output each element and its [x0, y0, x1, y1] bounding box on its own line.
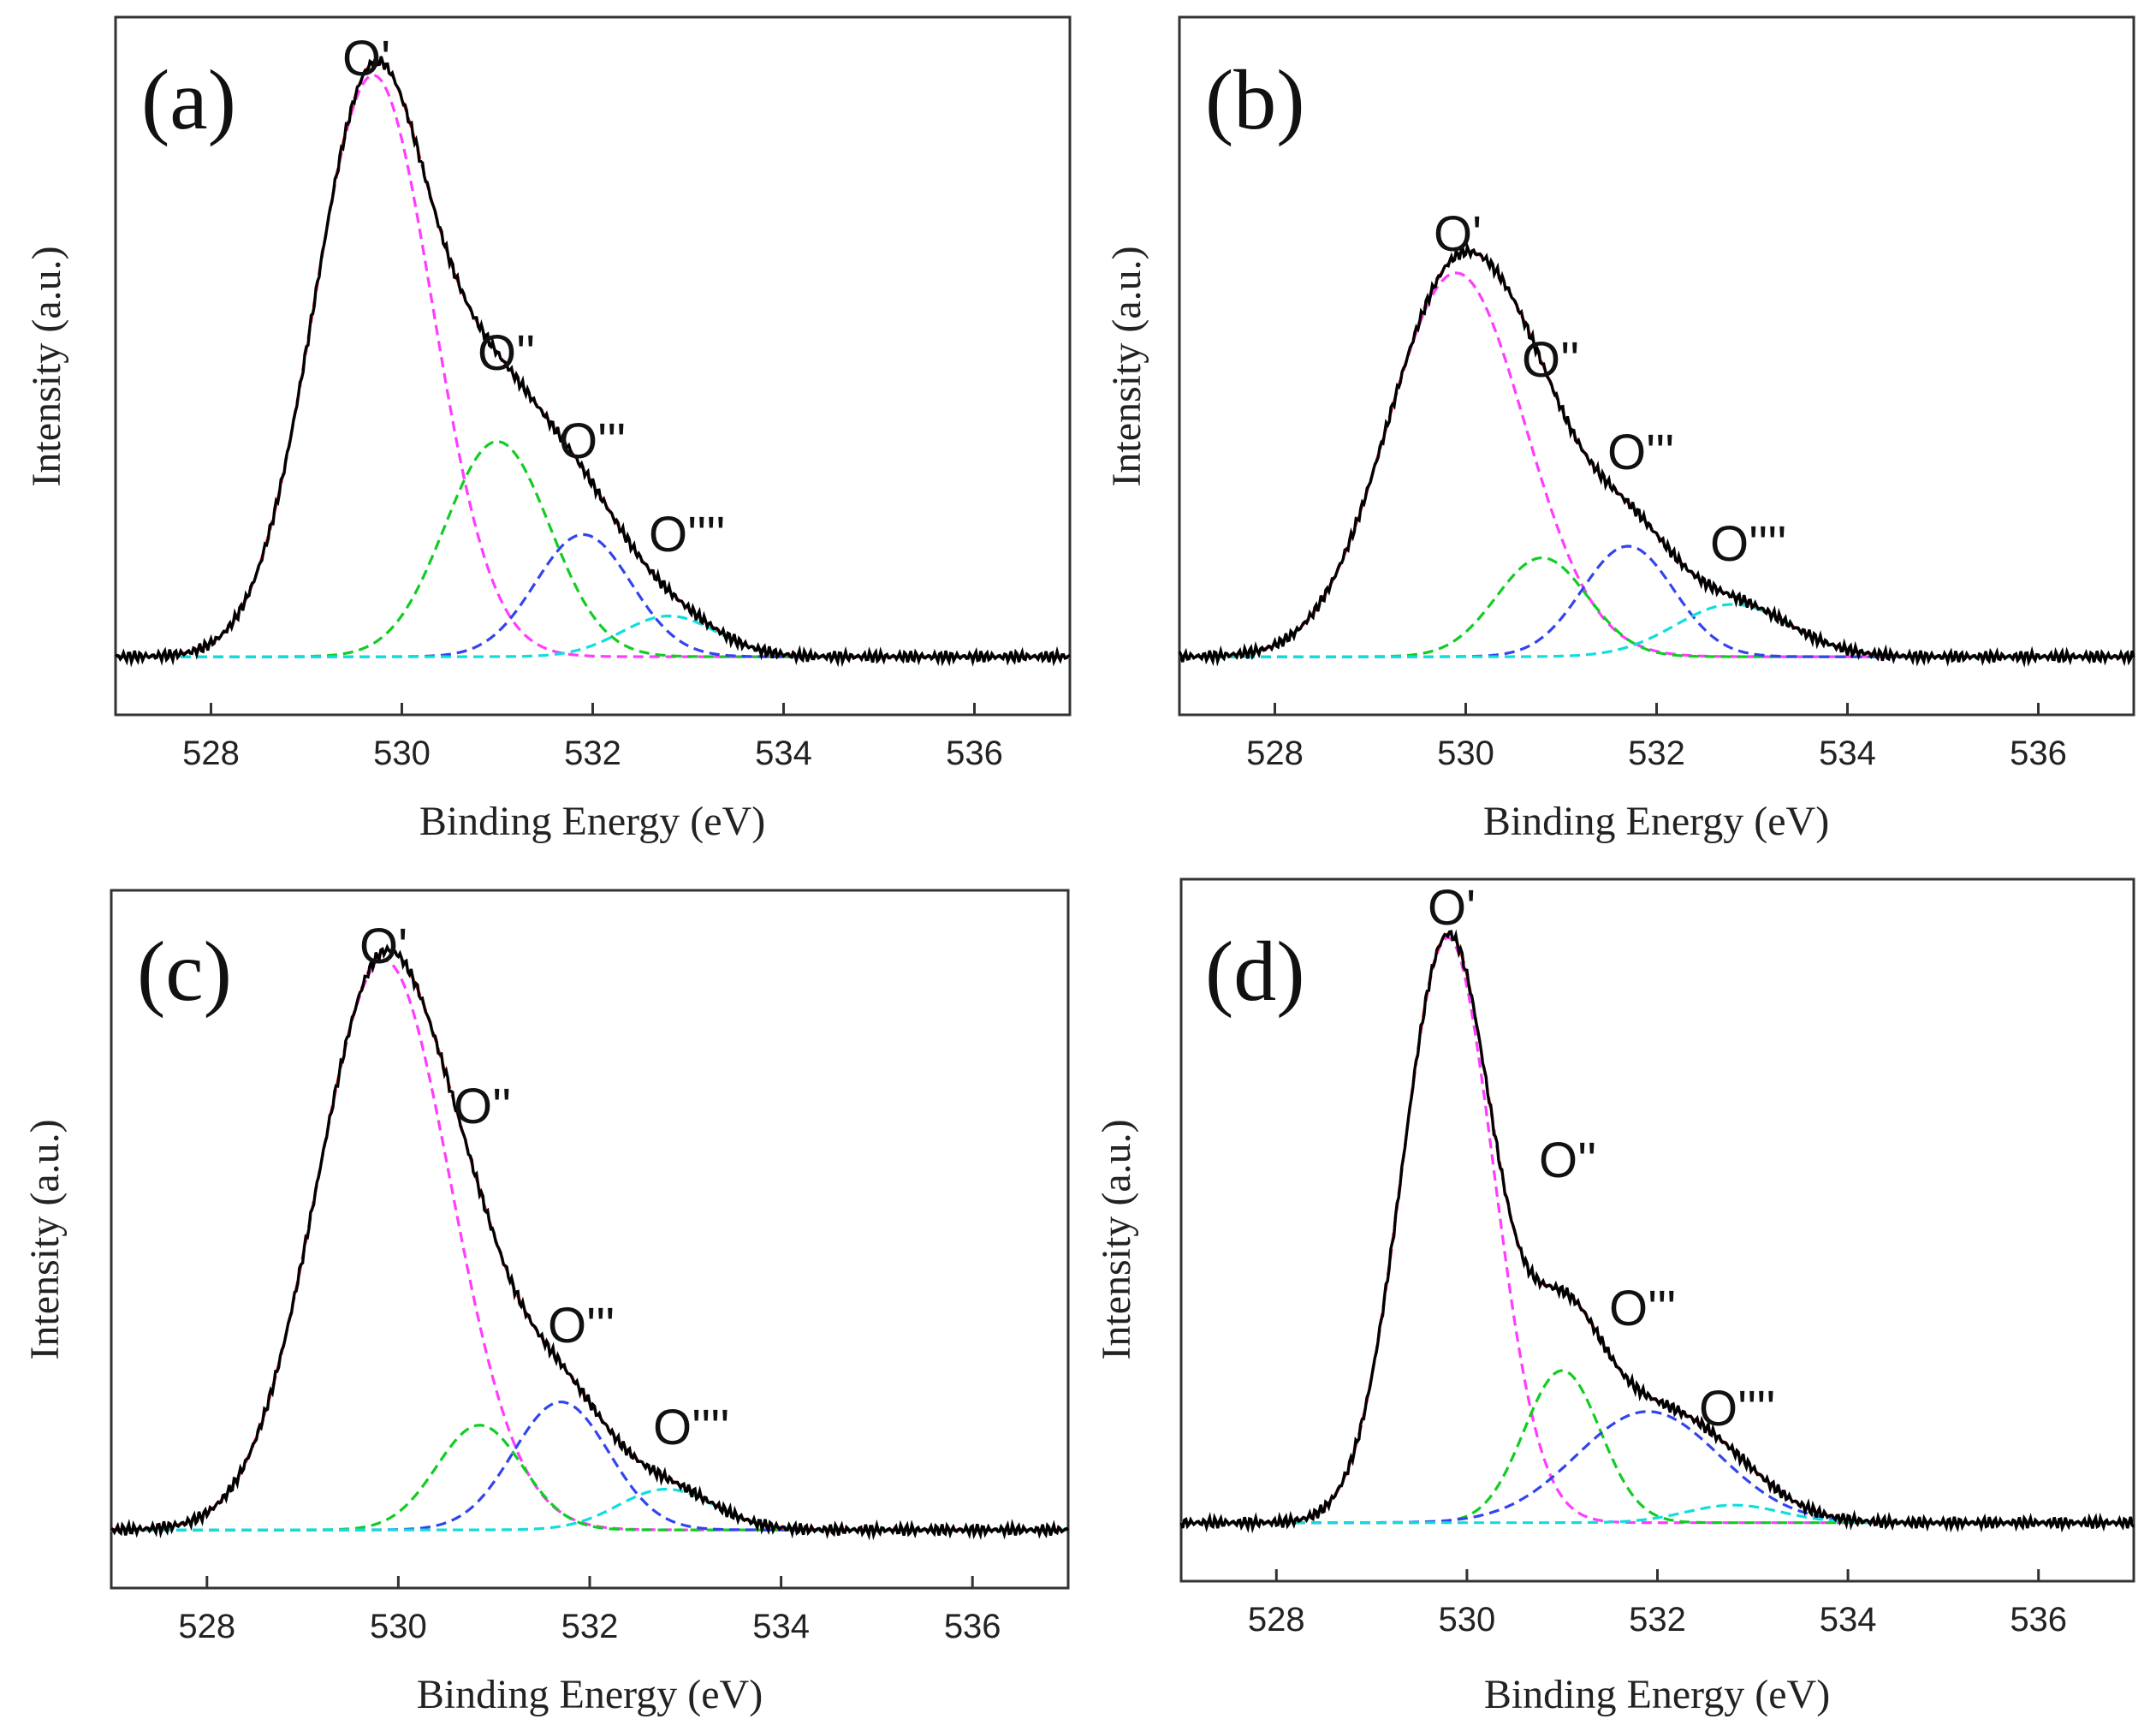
- x-axis-label: Binding Energy (eV): [419, 799, 765, 844]
- component-curve-o4: [1181, 1503, 2134, 1525]
- x-tick-label: 530: [373, 735, 431, 772]
- component-curve-o3: [116, 532, 1070, 658]
- peak-label-o2: O'': [454, 1079, 511, 1134]
- measured-spectrum-curve: [110, 943, 1070, 1541]
- peak-label-o1: O': [1434, 206, 1482, 262]
- plot-frame: [1178, 15, 2135, 717]
- peak-label-o2: O'': [1539, 1133, 1596, 1188]
- x-tick-label: 532: [1629, 1601, 1686, 1639]
- fit-envelope-curve: [1181, 932, 2134, 1525]
- panel-a: 528 530 532 534 536 (a) O' O'' O''' O'''' Bi…: [24, 15, 1072, 844]
- spectrum-curves: [114, 51, 1071, 668]
- x-tick-label: 530: [1437, 735, 1494, 772]
- peak-label-o3: O''': [1607, 425, 1674, 480]
- spectrum-curves: [1178, 241, 2135, 668]
- x-tick-label: 536: [2010, 1601, 2067, 1639]
- panel-d: 528 530 532 534 536 (d) O' O'' O''' O'''' Bi…: [1094, 877, 2135, 1717]
- plot-frame: [1179, 877, 2135, 1583]
- x-ticks: 528 530 532 534 536: [182, 703, 1003, 772]
- x-tick-label: 536: [944, 1608, 1001, 1645]
- x-tick-label: 534: [1819, 735, 1876, 772]
- component-curve-o3: [111, 1401, 1068, 1532]
- peak-label-o4: O'''': [1699, 1381, 1775, 1437]
- y-axis-label: Intensity (a.u.): [1104, 246, 1149, 486]
- x-tick-label: 528: [182, 735, 240, 772]
- component-curve-o4: [111, 1487, 1068, 1532]
- plot-frame: [110, 889, 1070, 1590]
- component-curve-o1: [1181, 936, 2134, 1525]
- x-tick-label: 528: [178, 1608, 235, 1645]
- y-axis-label: Intensity (a.u.): [22, 1119, 68, 1359]
- component-curve-o4: [116, 614, 1070, 658]
- x-tick-label: 532: [561, 1608, 619, 1645]
- component-curve-o2: [116, 440, 1070, 658]
- y-axis-label: Intensity (a.u.): [24, 246, 69, 486]
- panel-c: 528 530 532 534 536 (c) O' O'' O''' O'''' Bi…: [22, 889, 1070, 1717]
- peak-label-o1: O': [359, 919, 407, 974]
- x-tick-label: 528: [1248, 1601, 1305, 1639]
- x-axis-label: Binding Energy (eV): [417, 1672, 763, 1717]
- panel-b: 528 530 532 534 536 (b) O' O'' O''' O'''' Bi…: [1104, 15, 2135, 844]
- x-tick-label: 532: [1628, 735, 1685, 772]
- peak-label-o3: O''': [1609, 1281, 1676, 1336]
- peak-label-o2: O'': [478, 325, 535, 381]
- peak-label-o4: O'''': [649, 507, 725, 562]
- x-axis-label: Binding Energy (eV): [1483, 799, 1829, 844]
- peak-label-o3: O''': [548, 1298, 615, 1353]
- x-tick-label: 530: [1439, 1601, 1496, 1639]
- measured-spectrum-curve: [114, 51, 1071, 668]
- component-curve-o2: [1179, 556, 2134, 658]
- peak-label-o2: O'': [1522, 332, 1579, 388]
- component-curve-o4: [1179, 603, 2134, 658]
- component-curve-o3: [1181, 1410, 2134, 1525]
- x-ticks: 528 530 532 534 536: [1246, 703, 2067, 772]
- peak-label-o3: O''': [559, 413, 626, 469]
- x-tick-label: 530: [370, 1608, 427, 1645]
- x-axis-label: Binding Energy (eV): [1484, 1672, 1830, 1717]
- x-tick-label: 534: [1820, 1601, 1877, 1639]
- peak-label-o4: O'''': [1710, 516, 1786, 572]
- x-ticks: 528 530 532 534 536: [178, 1576, 1001, 1645]
- x-tick-label: 534: [755, 735, 812, 772]
- y-axis-label: Intensity (a.u.): [1094, 1119, 1139, 1359]
- x-tick-label: 536: [946, 735, 1003, 772]
- plot-frame: [114, 15, 1072, 717]
- x-tick-label: 534: [752, 1608, 810, 1645]
- panel-letter: (d): [1205, 924, 1305, 1019]
- panel-letter: (b): [1205, 52, 1305, 147]
- peak-label-o1: O': [342, 31, 390, 86]
- x-tick-label: 528: [1246, 735, 1304, 772]
- spectrum-curves: [110, 943, 1070, 1541]
- measured-spectrum-curve: [1179, 929, 2135, 1534]
- spectrum-curves: [1179, 929, 2135, 1534]
- peak-label-o4: O'''': [653, 1400, 729, 1455]
- x-ticks: 528 530 532 534 536: [1248, 1569, 2067, 1639]
- x-tick-label: 536: [2010, 735, 2067, 772]
- component-curve-o2: [1181, 1369, 2134, 1525]
- panel-letter: (c): [137, 924, 232, 1019]
- measured-spectrum-curve: [1178, 241, 2135, 668]
- peak-label-o1: O': [1428, 880, 1476, 936]
- x-tick-label: 532: [564, 735, 621, 772]
- panel-letter: (a): [141, 52, 236, 147]
